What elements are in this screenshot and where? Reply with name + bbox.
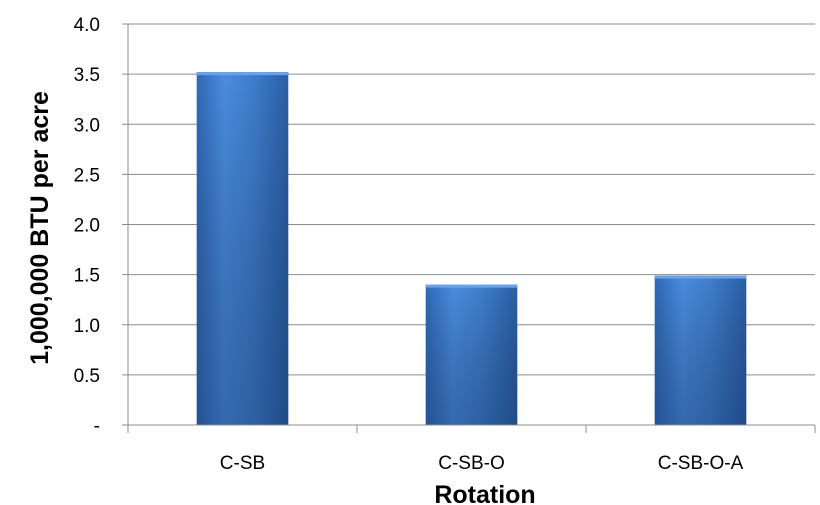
x-tick-label: C-SB xyxy=(220,453,265,474)
bar-top-highlight xyxy=(425,284,518,288)
y-tick-label: 2.5 xyxy=(74,165,100,186)
bar-c-sb-o-a xyxy=(654,275,747,425)
y-tick-label: 3.5 xyxy=(74,65,100,86)
bar-top-highlight xyxy=(196,72,289,76)
y-tick-label: - xyxy=(94,416,100,437)
y-tick-label: 3.0 xyxy=(74,115,100,136)
bar-shading xyxy=(654,275,747,425)
y-tick-labels: - 0.5 1.0 1.5 2.0 2.5 3.0 3.5 4.0 xyxy=(74,15,100,437)
y-axis-title: 1,000,000 BTU per acre xyxy=(26,91,54,365)
bar-c-sb-o xyxy=(425,284,518,425)
bar-shading xyxy=(425,284,518,425)
bar-top-highlight xyxy=(654,275,747,279)
y-tick-label: 2.0 xyxy=(74,216,100,237)
bar-shading xyxy=(196,72,289,426)
bars xyxy=(196,72,747,426)
x-tick-label: C-SB-O xyxy=(438,453,505,474)
y-tick-label: 0.5 xyxy=(74,366,100,387)
axes xyxy=(122,23,816,433)
x-tick-labels: C-SB C-SB-O C-SB-O-A xyxy=(220,453,744,474)
y-tick-label: 1.5 xyxy=(74,266,100,287)
bar-c-sb xyxy=(196,72,289,426)
x-tick-label: C-SB-O-A xyxy=(658,453,744,474)
y-tick-label: 4.0 xyxy=(74,15,100,36)
x-axis-title: Rotation xyxy=(434,481,535,505)
y-tick-label: 1.0 xyxy=(74,316,100,337)
